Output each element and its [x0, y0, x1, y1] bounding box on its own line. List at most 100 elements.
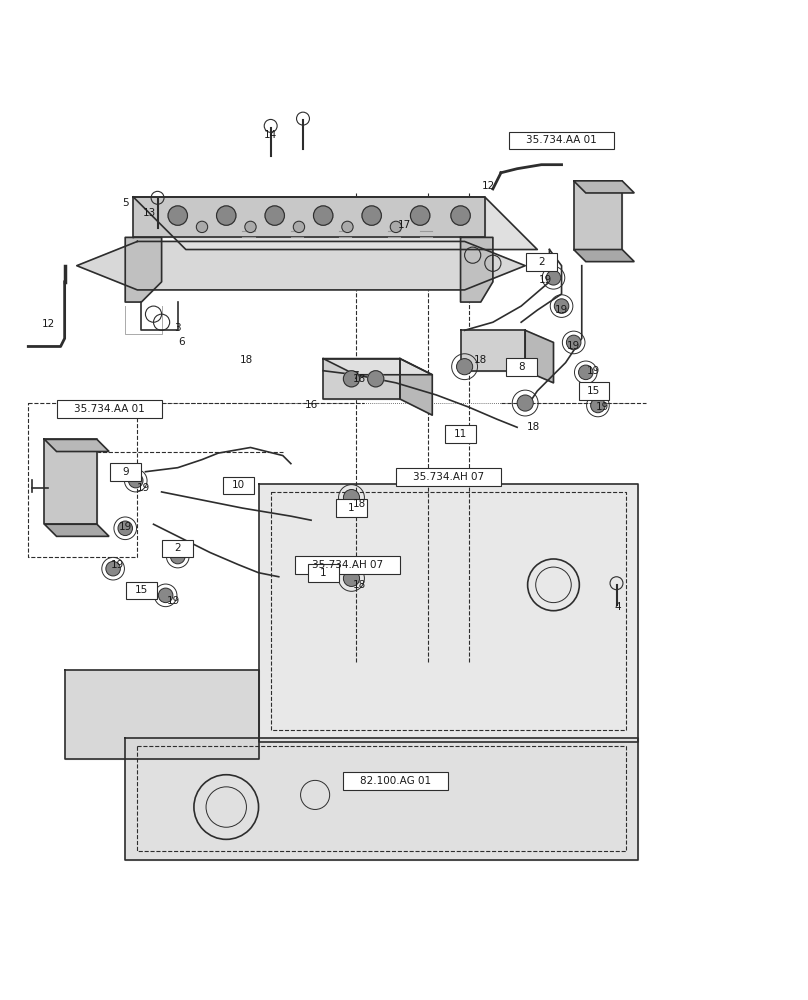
Text: 18: 18: [353, 580, 366, 590]
Text: 19: 19: [137, 483, 150, 493]
Circle shape: [457, 359, 473, 375]
Text: 8: 8: [518, 362, 524, 372]
Bar: [579, 382, 609, 400]
Polygon shape: [400, 359, 432, 415]
Polygon shape: [125, 237, 162, 302]
Text: 35.734.AH 07: 35.734.AH 07: [413, 472, 484, 482]
Bar: [343, 772, 448, 790]
Bar: [445, 425, 476, 443]
Circle shape: [343, 570, 360, 586]
Bar: [57, 400, 162, 418]
Circle shape: [591, 398, 605, 413]
Bar: [126, 582, 157, 599]
Text: 19: 19: [167, 596, 180, 606]
Polygon shape: [125, 738, 638, 860]
Text: 7: 7: [352, 371, 359, 381]
Circle shape: [410, 206, 430, 225]
Polygon shape: [323, 359, 432, 375]
Circle shape: [158, 588, 173, 603]
Bar: [223, 477, 254, 494]
Text: 18: 18: [353, 499, 366, 509]
Bar: [308, 564, 339, 582]
Polygon shape: [259, 484, 638, 742]
Bar: [295, 556, 400, 574]
Text: 2: 2: [175, 543, 181, 553]
Text: 5: 5: [122, 198, 128, 208]
Circle shape: [217, 206, 236, 225]
Polygon shape: [65, 670, 259, 759]
Bar: [162, 540, 193, 557]
Circle shape: [566, 335, 581, 350]
Text: 1: 1: [320, 568, 326, 578]
Text: 9: 9: [122, 467, 128, 477]
Circle shape: [554, 299, 569, 313]
Text: 11: 11: [454, 429, 467, 439]
Circle shape: [390, 221, 402, 233]
Bar: [396, 468, 501, 486]
Circle shape: [245, 221, 256, 233]
Polygon shape: [133, 197, 485, 237]
Text: 15: 15: [587, 386, 600, 396]
Polygon shape: [574, 250, 634, 262]
Text: 1: 1: [348, 503, 355, 513]
Circle shape: [314, 206, 333, 225]
Circle shape: [170, 549, 185, 564]
Circle shape: [265, 206, 284, 225]
Text: 19: 19: [587, 366, 600, 376]
Text: 2: 2: [538, 257, 545, 267]
Text: 18: 18: [353, 374, 366, 384]
Text: 10: 10: [232, 480, 245, 490]
Text: 19: 19: [567, 341, 580, 351]
Bar: [336, 499, 367, 517]
Text: 19: 19: [119, 522, 132, 532]
Circle shape: [451, 206, 470, 225]
Circle shape: [128, 473, 143, 488]
Text: 19: 19: [555, 305, 568, 315]
Polygon shape: [525, 330, 553, 383]
Circle shape: [546, 271, 561, 285]
Circle shape: [168, 206, 187, 225]
Text: 17: 17: [398, 220, 410, 230]
Text: 19: 19: [111, 560, 124, 570]
Bar: [509, 132, 614, 149]
Polygon shape: [77, 241, 525, 290]
Text: 3: 3: [175, 323, 181, 333]
Circle shape: [106, 561, 120, 576]
Text: 19: 19: [595, 402, 608, 412]
Text: 12: 12: [42, 319, 55, 329]
Polygon shape: [44, 439, 97, 524]
Bar: [526, 253, 557, 271]
Text: 15: 15: [135, 585, 148, 595]
Text: 16: 16: [305, 400, 318, 410]
Circle shape: [293, 221, 305, 233]
Circle shape: [196, 221, 208, 233]
Bar: [110, 463, 141, 481]
Bar: [506, 358, 537, 376]
Text: 35.734.AH 07: 35.734.AH 07: [312, 560, 383, 570]
Circle shape: [343, 371, 360, 387]
Text: 14: 14: [264, 130, 277, 140]
Polygon shape: [574, 181, 622, 250]
Polygon shape: [133, 197, 537, 250]
Polygon shape: [44, 524, 109, 536]
Circle shape: [362, 206, 381, 225]
Circle shape: [343, 489, 360, 506]
Text: 13: 13: [143, 208, 156, 218]
Polygon shape: [323, 359, 400, 399]
Circle shape: [579, 365, 593, 380]
Polygon shape: [574, 181, 634, 193]
Text: 12: 12: [482, 181, 495, 191]
Text: 18: 18: [527, 422, 540, 432]
Text: 19: 19: [539, 275, 552, 285]
Polygon shape: [44, 439, 109, 452]
Circle shape: [368, 371, 384, 387]
Text: 82.100.AG 01: 82.100.AG 01: [360, 776, 431, 786]
Text: 35.734.AA 01: 35.734.AA 01: [74, 404, 145, 414]
Polygon shape: [461, 330, 525, 371]
Text: 6: 6: [179, 337, 185, 347]
Text: 18: 18: [474, 355, 487, 365]
Circle shape: [342, 221, 353, 233]
Text: 35.734.AA 01: 35.734.AA 01: [526, 135, 597, 145]
Polygon shape: [461, 237, 493, 302]
Text: 18: 18: [240, 355, 253, 365]
